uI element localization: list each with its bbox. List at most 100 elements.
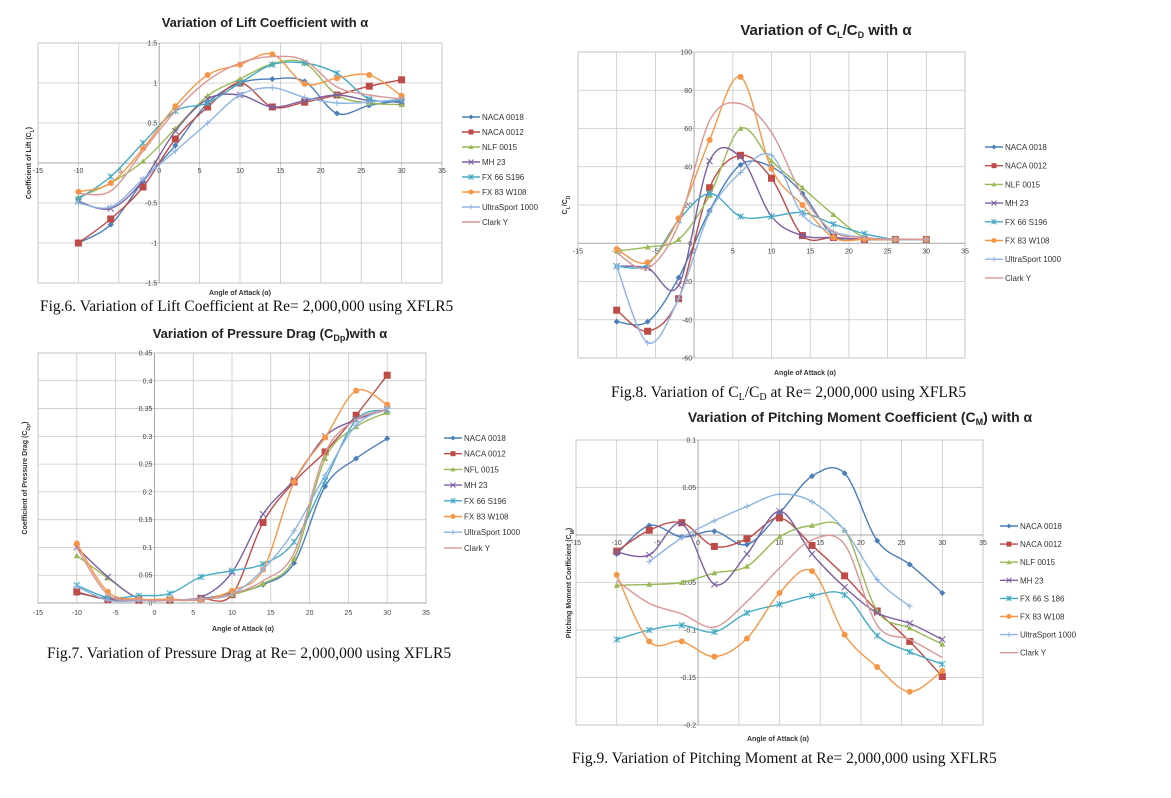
figure-caption: Fig.6. Variation of Lift Coefficient at …	[40, 298, 454, 315]
y-tick-label: 1	[153, 81, 157, 88]
x-tick-label: 20	[317, 168, 325, 175]
circle-marker	[706, 136, 713, 143]
legend-label: MH 23	[1005, 199, 1029, 208]
triangle-marker	[830, 211, 837, 217]
triangle-marker	[743, 563, 750, 569]
legend-label: MH 23	[464, 481, 488, 490]
x-marker	[808, 550, 816, 558]
legend-label: FX 83 W108	[1005, 237, 1050, 246]
diamond-marker	[743, 541, 750, 548]
chart-3: Variation of CL/CD with α-15-10-50510152…	[562, 22, 1062, 403]
square-marker	[383, 371, 391, 379]
x-marker	[259, 510, 267, 518]
x-marker	[301, 97, 308, 104]
circle-marker	[204, 72, 211, 78]
legend-entry: MH 23	[444, 481, 488, 490]
y-tick-label: 0.4	[143, 378, 153, 385]
circle-marker	[450, 514, 456, 519]
legend-entry: Clark Y	[444, 544, 491, 553]
circle-marker	[743, 635, 750, 642]
legend-label: NLF 0015	[1020, 558, 1056, 567]
legend-label: NLF 0015	[482, 143, 518, 152]
x-marker	[268, 103, 276, 111]
triangle-marker	[468, 144, 474, 149]
text-run: Coefficient of Lift (C	[26, 132, 33, 199]
legend-label: NACA 0018	[1005, 143, 1047, 152]
series-mh-23	[613, 507, 946, 643]
x-marker	[938, 636, 946, 643]
circle-marker	[291, 478, 298, 485]
y-tick-label: -0.1	[684, 628, 696, 635]
x-axis-title: Angle of Attack (α)	[209, 290, 271, 297]
legend-label: MH 23	[482, 158, 506, 167]
legend-entry: FX 66 S196	[462, 173, 525, 182]
chart-title: Variation of Pitching Moment Coefficient…	[688, 409, 1033, 427]
star-marker	[706, 190, 713, 197]
plus-marker	[366, 99, 373, 106]
x-tick-label: 0	[152, 610, 156, 617]
x-tick-label: 5	[191, 610, 195, 617]
series-fx-83-w108	[613, 568, 946, 695]
legend-entry: FX 83 W108	[985, 237, 1050, 246]
x-tick-label: 25	[884, 248, 892, 255]
legend-label: NACA 0018	[464, 434, 506, 443]
series-line	[616, 76, 927, 265]
square-marker	[139, 183, 147, 191]
square-marker	[706, 184, 714, 192]
legend-label: NACA 0018	[482, 113, 524, 122]
plus-marker	[140, 176, 147, 182]
plus-marker	[776, 491, 783, 498]
x-marker	[799, 232, 806, 239]
star-marker	[938, 660, 946, 668]
star-marker	[228, 567, 236, 575]
triangle-marker	[799, 184, 806, 191]
circle-marker	[830, 234, 837, 241]
diamond-marker	[384, 435, 391, 442]
subscript: D	[858, 30, 865, 40]
plus-marker	[841, 527, 848, 534]
y-tick-label: 0.5	[147, 121, 157, 128]
diamond-marker	[353, 455, 360, 462]
chart-title: Variation of Lift Coefficient with α	[162, 15, 369, 30]
text-run: Variation of Pressure Drag (C	[153, 326, 334, 341]
triangle-marker	[776, 533, 783, 540]
x-marker	[675, 281, 682, 289]
legend-label: UltraSport 1000	[482, 203, 539, 212]
triangle-marker	[906, 625, 913, 631]
chart-title: Variation of Pressure Drag (CDp)with α	[153, 326, 388, 343]
legend-label: NFL 0015	[464, 465, 499, 474]
legend-entry: NACA 0012	[444, 450, 506, 459]
x-marker	[706, 157, 713, 165]
chart-title: Variation of CL/CD with α	[740, 22, 912, 40]
plus-marker	[706, 209, 713, 216]
x-tick-label: 30	[922, 248, 930, 255]
x-marker	[333, 91, 341, 99]
legend-entry: NACA 0018	[444, 434, 506, 443]
plus-marker	[301, 94, 308, 101]
square-marker	[841, 572, 849, 580]
square-marker	[74, 239, 82, 247]
text-run: Fig.6. Variation of Lift Coefficient at …	[40, 298, 454, 315]
circle-marker	[366, 72, 373, 78]
star-marker	[776, 600, 783, 608]
y-tick-label: -0.2	[684, 723, 696, 730]
x-tick-label: 10	[236, 168, 244, 175]
triangle-marker	[991, 181, 997, 187]
plus-marker	[260, 566, 267, 573]
x-marker	[172, 127, 179, 135]
series-clark-y	[616, 101, 927, 270]
circle-marker	[613, 571, 620, 578]
legend-label: NACA 0018	[1020, 522, 1062, 531]
legend-entry: NACA 0012	[1000, 540, 1062, 549]
x-tick-label: 15	[267, 610, 275, 617]
series-line	[78, 55, 402, 196]
square-marker	[398, 76, 406, 84]
square-marker	[645, 526, 653, 534]
plus-marker	[906, 603, 913, 610]
y-tick-label: -1.5	[145, 281, 157, 288]
circle-marker	[768, 165, 775, 172]
square-marker	[204, 103, 212, 111]
series-clark-y	[78, 55, 402, 196]
text-run: )	[566, 528, 573, 530]
circle-marker	[711, 653, 718, 660]
